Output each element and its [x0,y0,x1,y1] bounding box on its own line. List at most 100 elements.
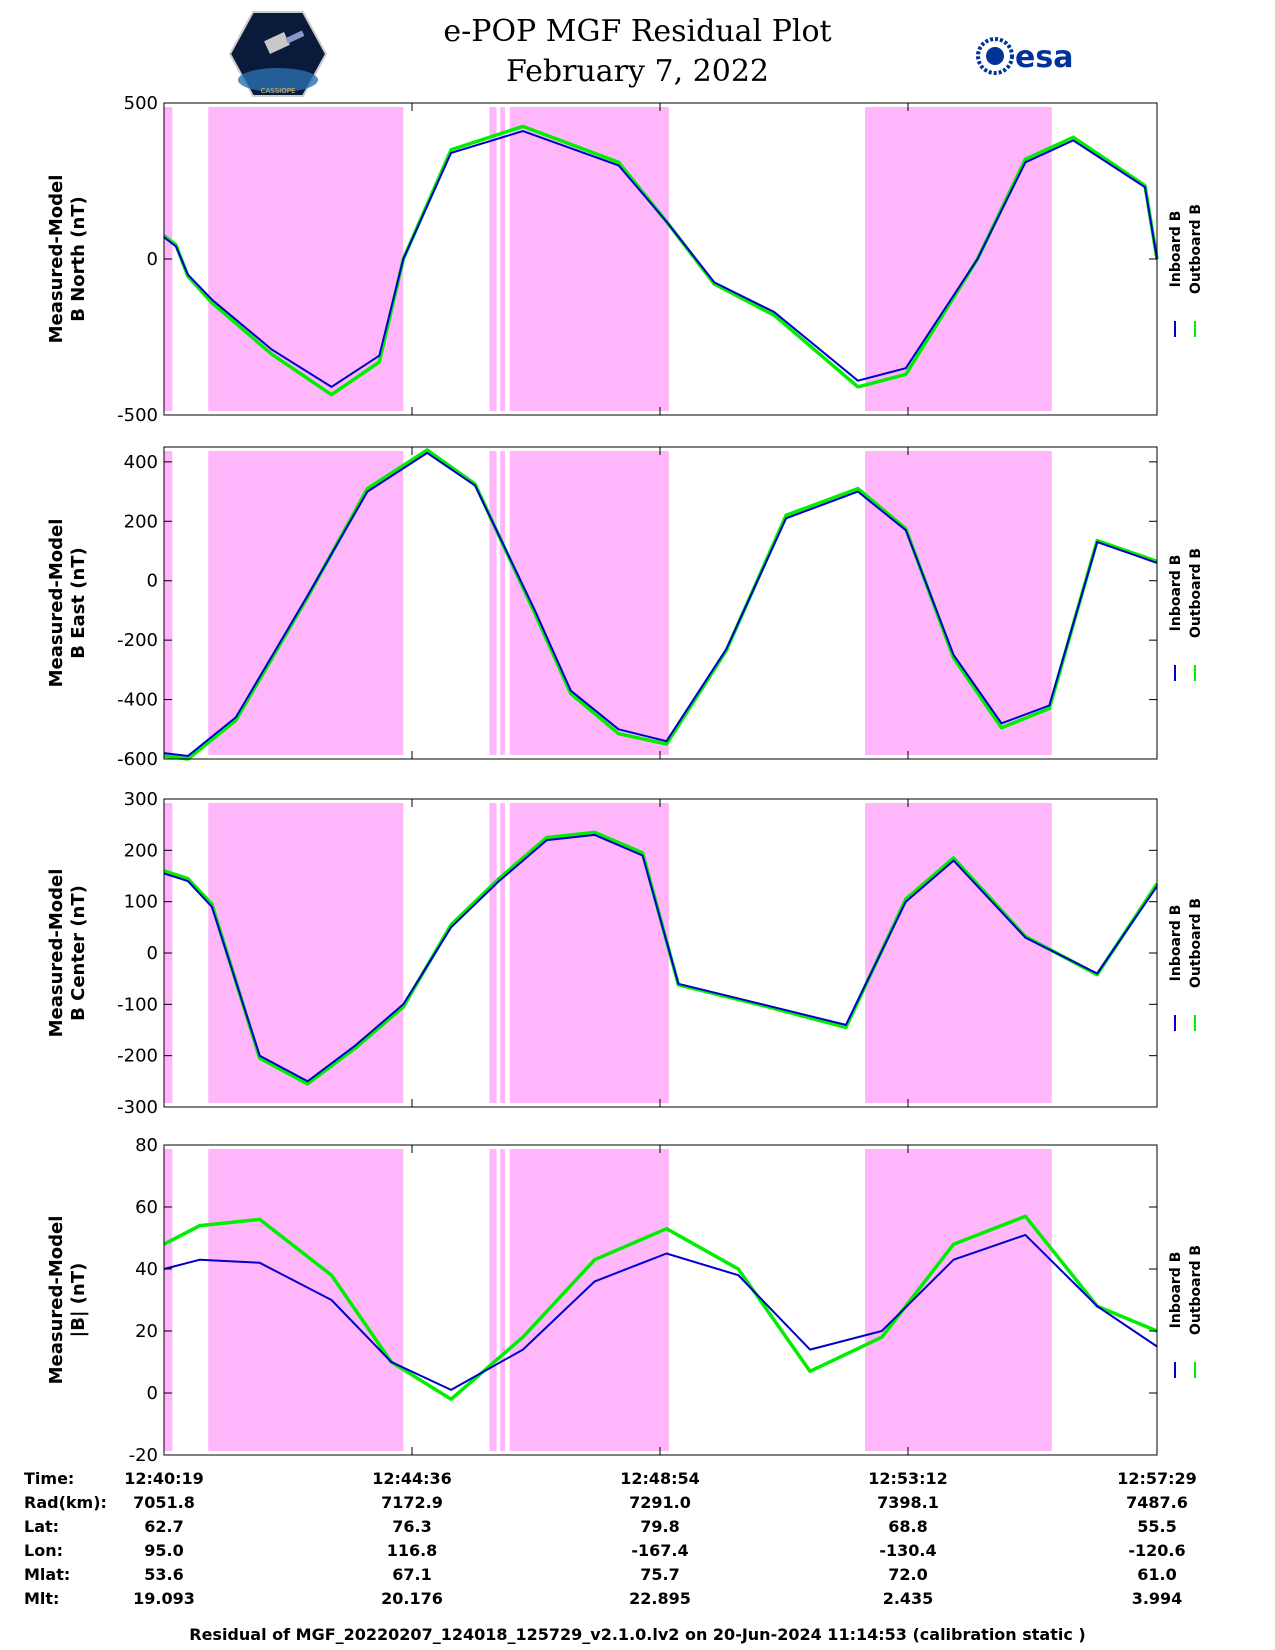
table-cell: 7051.8 [133,1493,195,1512]
table-row-label: Lat: [24,1517,59,1536]
shaded-interval [865,1149,1052,1451]
satellite-body [264,32,290,54]
legend-inboard-label: Inboard B [1168,1252,1184,1329]
plot-date: February 7, 2022 [505,54,769,89]
orbit-info-table: Time: Rad(km): Lat: Lon: Mlat: Mlt: 12:40:19 70… [24,1469,1197,1608]
table-cell: 67.1 [392,1565,431,1584]
shaded-interval [489,107,497,411]
y-tick-label: 500 [124,93,158,114]
table-row-label: Time: [24,1469,74,1488]
table-cell: 55.5 [1137,1517,1176,1536]
table-cell: 7172.9 [381,1493,443,1512]
y-tick-label: 0 [147,943,158,964]
shaded-interval [208,1149,404,1451]
y-axis-label: Measured-Model [46,175,67,344]
shaded-interval [509,451,669,755]
y-tick-label: 0 [147,571,158,592]
panel-1: 500 0 -500 Measured-Model B North (nT) Inboar… [46,93,1204,426]
y-tick-label: 200 [124,840,158,861]
esa-logo: esa [976,37,1073,75]
y-tick-label: -600 [117,749,158,770]
y-tick-label: 0 [147,1383,158,1404]
y-tick-label: -500 [117,405,158,426]
y-tick-label: 80 [135,1135,158,1156]
table-cell: 79.8 [640,1517,679,1536]
table-cell: 2.435 [883,1589,934,1608]
y-tick-label: -300 [117,1097,158,1118]
inboard-series-line [163,451,1158,757]
cassiope-logo: CASSIOPE [228,11,328,97]
outboard-series-line [163,1214,1158,1401]
cassiope-logo-text: CASSIOPE [261,87,296,95]
inboard-series-line [163,1233,1158,1391]
table-cell: 68.8 [888,1517,927,1536]
legend-outboard-label: Outboard B [1188,548,1204,638]
table-cell: 7398.1 [877,1493,939,1512]
earth-limb [238,68,318,92]
shaded-interval [500,803,505,1103]
inboard-series-line [163,833,1158,1083]
esa-logo-core [986,47,1004,65]
y-tick-label: 300 [124,789,158,810]
table-cell: 12:57:29 [1117,1469,1197,1488]
shaded-interval [865,451,1052,755]
panel-2: 400 200 0 -200 -400 -600 Measured-Model B East … [46,446,1204,770]
y-tick-label: -200 [117,630,158,651]
y-axis-label: Measured-Model [46,869,67,1038]
y-axis-label: Measured-Model [46,1216,67,1385]
table-cell: 61.0 [1137,1565,1176,1584]
shaded-interval [489,1149,497,1451]
table-cell: 19.093 [133,1589,195,1608]
table-cell: 12:53:12 [868,1469,948,1488]
table-cell: 22.895 [629,1589,691,1608]
shaded-interval [489,451,497,755]
table-cell: 7487.6 [1126,1493,1188,1512]
shaded-interval [489,803,497,1103]
y-axis-label: B East (nT) [68,547,89,659]
legend-inboard-label: Inboard B [1168,905,1184,982]
shaded-interval [500,1149,505,1451]
y-axis-label: B North (nT) [68,196,89,322]
y-axis-label: Measured-Model [46,519,67,688]
shaded-interval [509,107,669,411]
table-cell: -120.6 [1128,1541,1185,1560]
shaded-interval [164,1149,173,1451]
satellite-panel [285,30,305,44]
panel-4: 80 60 40 20 0 -20 Measured-Model |B| (nT) Inboar… [46,1135,1204,1466]
inboard-series-line [163,130,1158,388]
y-tick-label: 400 [124,452,158,473]
outboard-series-line [163,830,1159,1086]
shaded-interval [208,803,404,1103]
table-row-label: Rad(km): [24,1493,107,1512]
esa-logo-text: esa [1015,40,1073,75]
table-cell: 20.176 [381,1589,443,1608]
y-tick-label: -20 [129,1445,158,1466]
table-row-label: Mlt: [24,1589,59,1608]
table-cell: 12:48:54 [620,1469,700,1488]
shaded-interval [865,107,1052,411]
shaded-interval [500,107,505,411]
table-cell: 62.7 [144,1517,183,1536]
table-row-label: Mlat: [24,1565,70,1584]
y-tick-label: 40 [135,1259,158,1280]
plot-title: e-POP MGF Residual Plot [443,14,832,49]
legend-outboard-label: Outboard B [1188,204,1204,294]
table-cell: 7291.0 [629,1493,691,1512]
y-tick-label: 60 [135,1197,158,1218]
table-cell: -130.4 [879,1541,936,1560]
y-tick-label: 0 [147,249,158,270]
esa-logo-ring [976,37,1014,75]
legend-outboard-label: Outboard B [1188,1245,1204,1335]
shaded-interval [865,803,1052,1103]
table-cell: 72.0 [888,1565,927,1584]
footer-caption: Residual of MGF_20220207_124018_125729_v… [189,1625,1086,1644]
shaded-interval [509,1149,669,1451]
y-tick-label: 20 [135,1321,158,1342]
legend-outboard-label: Outboard B [1188,898,1204,988]
y-axis-label: |B| (nT) [68,1263,89,1338]
y-axis-label: B Center (nT) [68,885,89,1021]
table-cell: 76.3 [392,1517,431,1536]
table-cell: 95.0 [144,1541,183,1560]
y-tick-label: 200 [124,511,158,532]
